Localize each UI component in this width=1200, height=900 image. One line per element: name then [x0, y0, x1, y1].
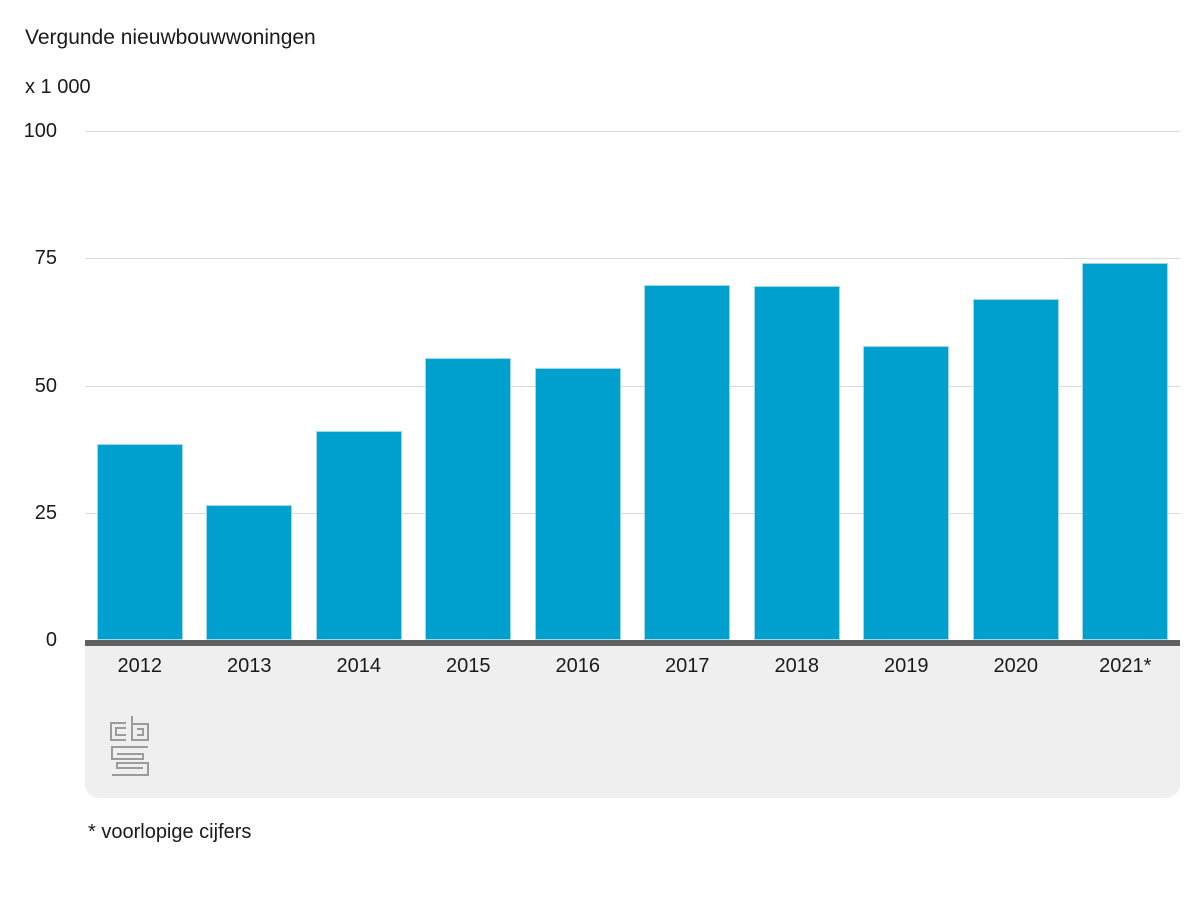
- cbs-logo-icon: [110, 716, 149, 776]
- gridline-50: [85, 386, 1180, 387]
- cbs-logo: [107, 713, 151, 782]
- bar-2017: [644, 285, 730, 640]
- x-tick-label-2013: 2013: [227, 655, 272, 677]
- bar-2016: [535, 368, 621, 640]
- y-tick-label-100: 100: [23, 120, 57, 142]
- bar-2014: [316, 431, 402, 640]
- bar-2015: [425, 358, 511, 640]
- bar-2018: [754, 286, 840, 640]
- x-axis-band: [85, 646, 1180, 798]
- bar-2021*: [1082, 263, 1168, 640]
- bar-2020: [973, 299, 1059, 640]
- gridline-25: [85, 513, 1180, 514]
- bar-2019: [863, 346, 949, 640]
- x-tick-label-2016: 2016: [555, 655, 601, 677]
- x-tick-label-2017: 2017: [665, 655, 710, 677]
- x-tick-label-2019: 2019: [884, 655, 929, 677]
- x-tick-label-2020: 2020: [993, 655, 1039, 677]
- bar-2013: [206, 505, 292, 640]
- x-tick-label-2018: 2018: [774, 655, 820, 677]
- y-tick-label-75: 75: [34, 247, 57, 269]
- x-axis-line: [85, 640, 1180, 646]
- y-axis-unit-label: x 1 000: [25, 76, 91, 98]
- footnote: * voorlopige cijfers: [88, 821, 252, 843]
- x-tick-label-2014: 2014: [336, 655, 382, 677]
- y-tick-label-0: 0: [45, 629, 57, 651]
- x-tick-label-2015: 2015: [446, 655, 491, 677]
- bar-2012: [97, 444, 183, 640]
- chart-title: Vergunde nieuwbouwwoningen: [25, 26, 316, 49]
- y-tick-label-50: 50: [34, 375, 57, 397]
- x-tick-label-2012: 2012: [117, 655, 163, 677]
- x-tick-label-2021*: 2021*: [1099, 655, 1152, 677]
- gridline-100: [85, 131, 1180, 132]
- gridline-75: [85, 258, 1180, 259]
- y-tick-label-25: 25: [34, 502, 57, 524]
